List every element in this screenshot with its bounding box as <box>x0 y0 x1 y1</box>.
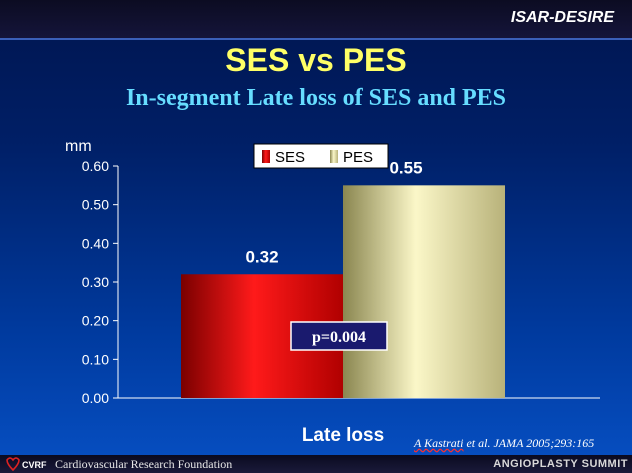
brand-label: ISAR-DESIRE <box>510 9 614 26</box>
legend: SES PES <box>253 143 389 169</box>
footer-organization: Cardiovascular Research Foundation <box>55 457 233 471</box>
citation: A Kastrati et al. JAMA 2005;293:165 <box>414 436 594 451</box>
citation-author: A Kastrati <box>414 436 464 450</box>
p-value-annotation: p=0.004 <box>290 321 388 351</box>
y-tick-label: 0.50 <box>82 197 109 213</box>
x-axis-label: Late loss <box>302 425 384 446</box>
bar-pes <box>343 185 505 398</box>
data-label-pes: 0.55 <box>389 158 422 177</box>
y-axis-label: mm <box>65 138 92 155</box>
citation-rest: et al. JAMA 2005;293:165 <box>463 436 595 450</box>
top-bar-divider <box>0 38 632 40</box>
p-value-text: p=0.004 <box>312 329 366 346</box>
y-tick-label: 0.00 <box>82 390 109 406</box>
y-tick-label: 0.10 <box>82 351 109 367</box>
legend-swatch-ses <box>262 150 270 163</box>
legend-label-ses: SES <box>275 149 305 166</box>
slide-subtitle: In-segment Late loss of SES and PES <box>125 85 507 111</box>
bars <box>181 185 505 398</box>
y-tick-label: 0.60 <box>82 158 109 174</box>
y-tick-label: 0.30 <box>82 274 109 290</box>
data-labels: 0.32 0.55 <box>245 158 422 266</box>
data-label-ses: 0.32 <box>245 247 278 266</box>
top-bar <box>0 0 632 38</box>
cvrf-logo: CVRF <box>6 457 47 472</box>
footer-bar <box>0 455 632 473</box>
legend-label-pes: PES <box>343 149 373 166</box>
footer-event: ANGIOPLASTY SUMMIT <box>493 458 628 470</box>
slide-title: SES vs PES <box>225 42 407 78</box>
y-tick-label: 0.20 <box>82 313 109 329</box>
cvrf-logo-text: CVRF <box>22 460 47 470</box>
y-tick-label: 0.40 <box>82 235 109 251</box>
legend-swatch-pes <box>330 150 338 163</box>
